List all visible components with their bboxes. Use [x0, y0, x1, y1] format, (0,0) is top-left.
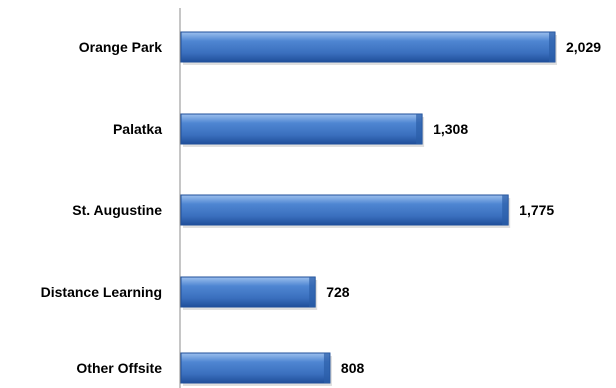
bar-palatka — [180, 113, 423, 145]
category-label: Palatka — [113, 121, 162, 137]
value-label: 1,775 — [519, 202, 554, 218]
bars-group: Orange Park 2,029 Palatka 1,308 St. Augustin… — [41, 31, 601, 386]
bar-end-cap — [549, 32, 555, 62]
value-label: 1,308 — [433, 121, 468, 137]
bar-orange-park — [180, 31, 556, 63]
bar-other-offsite — [180, 352, 331, 384]
bar-end-cap — [502, 195, 509, 225]
bar-end-cap — [323, 353, 330, 383]
bar-end-cap — [416, 114, 423, 144]
value-label: 2,029 — [566, 39, 601, 55]
bar-st-augustine — [180, 194, 509, 226]
bar-end-cap — [309, 277, 316, 307]
value-label: 808 — [341, 360, 365, 376]
category-label: St. Augustine — [72, 202, 162, 218]
category-label: Orange Park — [79, 39, 162, 55]
bar-distance-learning — [180, 276, 316, 308]
category-label: Distance Learning — [41, 284, 162, 300]
value-label: 728 — [326, 284, 350, 300]
category-label: Other Offsite — [76, 360, 162, 376]
